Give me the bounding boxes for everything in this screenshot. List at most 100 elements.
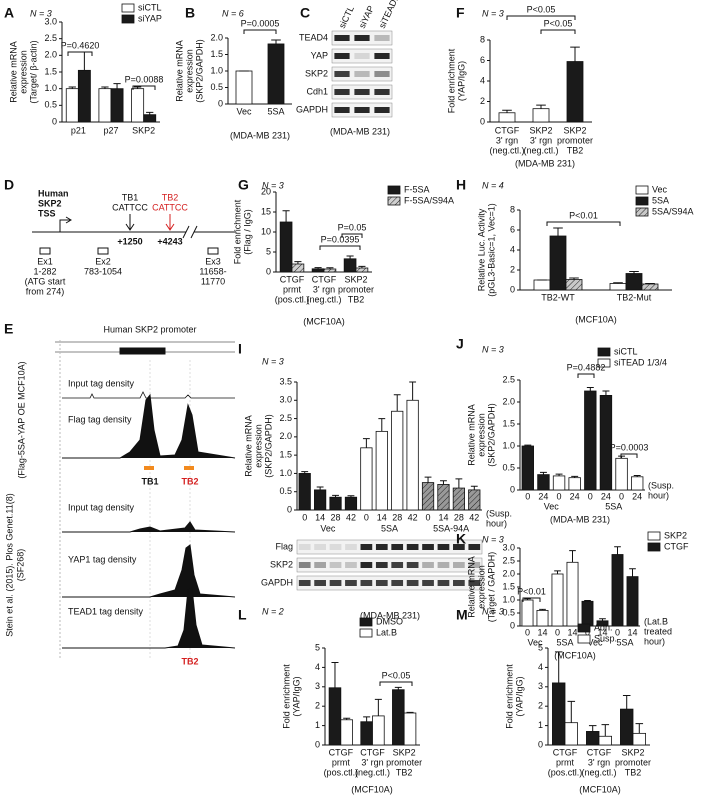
blot-band: [422, 562, 434, 568]
bar: [625, 273, 643, 291]
error-bar: [629, 271, 639, 274]
bar: [343, 258, 357, 273]
site-name: TB2: [162, 192, 179, 202]
error-bar: [326, 267, 334, 269]
blot-band: [354, 71, 370, 77]
x-tick-label: (pos.ctl.): [275, 294, 310, 304]
y-tick-label: 15: [261, 206, 271, 216]
bar: [298, 473, 311, 511]
group-label: Vec: [544, 501, 560, 511]
x-tick-label: (neg.ctl.): [355, 767, 390, 777]
genome-tracks: [55, 340, 236, 660]
legend-label: 5SA: [652, 195, 669, 205]
significance-bracket: [319, 245, 361, 250]
y-tick-label: 2.0: [44, 50, 57, 60]
y-tick-label: 4: [480, 75, 485, 85]
x-tick-label: prmt: [283, 284, 301, 294]
bar: [631, 476, 644, 491]
blot-band: [468, 580, 481, 586]
error-bar: [346, 255, 354, 259]
blot-band: [360, 580, 373, 586]
n-label: N = 3: [30, 8, 52, 18]
error-bar: [331, 662, 339, 688]
panel-label: B: [185, 5, 195, 21]
error-bar: [588, 725, 597, 732]
y-axis-label: Relative mRNA: [174, 40, 184, 102]
significance-bracket: [132, 85, 156, 90]
y-tick-label: 1.0: [44, 83, 57, 93]
panel-label: F: [456, 5, 465, 21]
y-axis-label: (YAP/IgG): [456, 61, 466, 101]
bar: [98, 88, 112, 123]
bar: [564, 722, 578, 746]
x-tick-label: 14: [377, 512, 387, 522]
x-tick-label: TB2: [625, 767, 642, 777]
tss-label: SKP2: [38, 198, 62, 208]
bar: [598, 735, 612, 746]
bar: [355, 267, 369, 273]
y-tick-label: 0: [315, 739, 320, 749]
x-tick-label: prmt: [332, 757, 350, 767]
y-tick-label: 1.5: [44, 66, 57, 76]
site-pos: +1250: [117, 236, 142, 246]
y-axis-label: Fold enrichment: [446, 48, 456, 113]
y-axis-label: Fold enrichment: [232, 199, 242, 264]
error-bar: [601, 724, 610, 737]
blot-row-label: Flag: [275, 541, 293, 551]
annotation: P=0.4620: [61, 40, 100, 50]
y-tick-label: 1.0: [279, 468, 292, 478]
x-tick-label: (neg.ctl.): [523, 145, 558, 155]
y-tick-label: 1.5: [210, 49, 223, 59]
legend-swatch: [387, 185, 401, 195]
y-axis-label: Fold enrichment: [281, 664, 291, 729]
n-label: N = 3: [262, 180, 284, 190]
y-tick-label: 2.0: [279, 431, 292, 441]
x-tick-label: SKP2: [563, 125, 586, 135]
track-label: YAP1 tag density: [68, 554, 137, 564]
x-tick-label: 24: [538, 491, 548, 501]
panel-label: K: [456, 531, 466, 547]
gene-diagram: [32, 214, 236, 255]
panel-label: I: [238, 341, 242, 357]
error-bar: [502, 109, 512, 113]
exon-range: 783-1054: [84, 266, 122, 276]
error-bar: [68, 86, 76, 89]
y-tick-label: 2: [510, 264, 515, 274]
error-bar: [113, 83, 121, 89]
legend-label: F-5SA/S94A: [404, 195, 454, 205]
caption: (MCF10A): [579, 784, 621, 794]
error-bar: [602, 390, 610, 396]
blot-strip: [296, 575, 483, 591]
blot-band: [345, 580, 357, 586]
x-unit: (Susp.: [648, 480, 674, 490]
error-bar: [524, 598, 531, 600]
group-label: Vec: [587, 637, 603, 647]
error-bar: [394, 686, 402, 690]
n-label: N = 2: [262, 606, 284, 616]
bar: [581, 600, 594, 627]
y-tick-label: 0: [510, 620, 515, 630]
y-tick-label: 1.5: [502, 418, 515, 428]
y-tick-label: 2: [538, 701, 543, 711]
panel-label: D: [4, 177, 14, 193]
significance-bracket: [522, 597, 541, 602]
error-bar: [554, 570, 561, 574]
x-tick-label: 3' rgn: [496, 135, 518, 145]
error-bar: [618, 455, 626, 459]
n-label: N = 3: [482, 534, 504, 544]
track-label: TEAD1 tag density: [68, 606, 144, 616]
error-bar: [347, 495, 355, 498]
bar: [468, 489, 481, 511]
legend-label: siTEAD 1/3/4: [614, 357, 667, 367]
lane-label: siYAP: [357, 4, 376, 30]
error-bar: [133, 86, 142, 89]
x-tick-label: 24: [632, 491, 642, 501]
x-tick-label: 3' rgn: [361, 757, 383, 767]
blot-band: [374, 107, 390, 113]
blot-band: [314, 580, 326, 586]
bar: [537, 474, 550, 491]
blot-band: [374, 89, 390, 95]
blot-band: [298, 580, 311, 586]
lane-label: siCTL: [337, 4, 356, 30]
blot-row-label: GAPDH: [296, 104, 328, 114]
